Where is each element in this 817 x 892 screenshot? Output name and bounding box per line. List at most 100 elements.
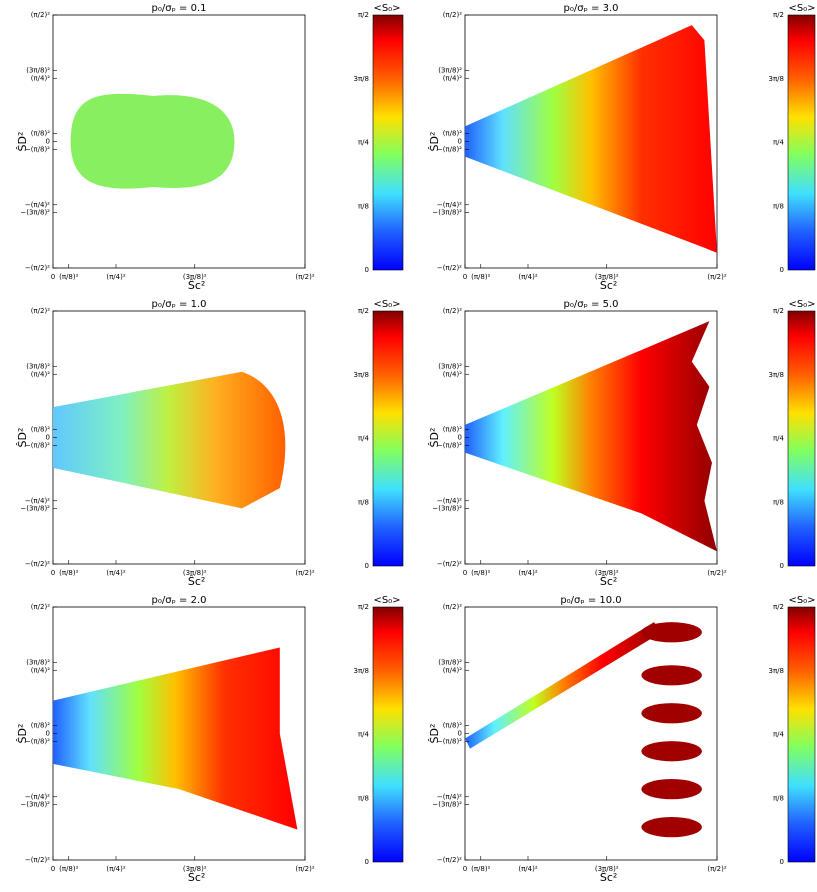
panel-title: p₀/σₚ = 3.0 <box>564 3 619 14</box>
point-cloud <box>53 647 298 830</box>
panel-title: p₀/σₚ = 5.0 <box>564 299 619 310</box>
colorbar-tick-label: π/4 <box>358 435 370 443</box>
colorbar <box>372 606 404 863</box>
x-tick-label: (π/4)² <box>106 865 125 873</box>
y-tick-label: (3π/8)² <box>26 658 50 666</box>
colorbar <box>787 310 816 567</box>
y-tick-label: −(π/2)² <box>25 560 50 568</box>
x-tick-label: (π/8)² <box>471 569 490 577</box>
y-tick-label: 0 <box>46 434 50 442</box>
x-tick-label: 0 <box>463 569 467 577</box>
y-axis-label: ŜD² <box>428 428 441 448</box>
colorbar <box>372 14 404 271</box>
y-tick-label: (π/8)² <box>31 722 50 730</box>
x-axis-label: Ŝc² <box>188 575 205 588</box>
point-cloud <box>641 779 702 800</box>
y-tick-label: −(π/4)² <box>25 497 50 505</box>
x-tick-label: (π/2)² <box>295 273 314 281</box>
y-tick-label: −(π/8)² <box>437 737 462 745</box>
x-tick-label: (3π/8)² <box>183 865 207 873</box>
x-tick-label: (3π/8)² <box>183 273 207 281</box>
y-axis-label: ŜD² <box>428 724 441 744</box>
y-axis-label: ŜD² <box>428 132 441 152</box>
y-tick-label: (3π/8)² <box>438 658 462 666</box>
y-tick-label: (π/8)² <box>443 722 462 730</box>
x-tick-label: (π/2)² <box>707 569 726 577</box>
colorbar-tick-label: π/8 <box>358 498 369 506</box>
y-tick-label: (3π/8)² <box>438 66 462 74</box>
y-tick-label: −(π/2)² <box>25 264 50 272</box>
y-tick-label: (π/8)² <box>31 130 50 138</box>
y-tick-label: 0 <box>458 138 462 146</box>
colorbar-title: <S₀> <box>373 3 400 14</box>
y-tick-label: (π/2)² <box>443 11 462 19</box>
y-tick-label: −(π/4)² <box>25 793 50 801</box>
x-tick-label: 0 <box>463 865 467 873</box>
x-axis-label: Ŝc² <box>600 279 617 292</box>
colorbar-tick-label: π/8 <box>358 794 369 802</box>
colorbar-tick-label: 0 <box>365 562 369 570</box>
y-tick-label: −(π/4)² <box>25 201 50 209</box>
x-axis-label: Ŝc² <box>600 575 617 588</box>
y-tick-label: (3π/8)² <box>26 66 50 74</box>
y-tick-label: −(3π/8)² <box>20 505 50 513</box>
x-tick-label: (π/4)² <box>518 273 537 281</box>
y-tick-label: (π/2)² <box>31 307 50 315</box>
colorbar-tick-label: π/2 <box>773 11 784 19</box>
y-tick-label: −(3π/8)² <box>432 209 462 217</box>
y-tick-label: −(3π/8)² <box>432 801 462 809</box>
colorbar-tick-label: π/2 <box>358 307 369 315</box>
colorbar-tick-label: 3π/8 <box>354 75 369 83</box>
y-axis-label: ŜD² <box>16 428 29 448</box>
y-tick-label: (π/4)² <box>31 370 50 378</box>
y-tick-label: −(π/2)² <box>437 264 462 272</box>
point-cloud <box>641 816 702 838</box>
x-tick-label: (π/4)² <box>106 569 125 577</box>
x-tick-label: (3π/8)² <box>595 569 619 577</box>
colorbar-tick-label: 3π/8 <box>354 371 369 379</box>
y-tick-label: 0 <box>46 138 50 146</box>
colorbar-tick-label: 3π/8 <box>769 667 784 675</box>
colorbar-title: <S₀> <box>373 595 400 606</box>
y-tick-label: −(π/8)² <box>25 737 50 745</box>
x-tick-label: (π/8)² <box>471 273 490 281</box>
point-cloud <box>53 371 286 509</box>
colorbar-tick-label: π/4 <box>773 435 785 443</box>
colorbar-tick-label: π/8 <box>773 202 784 210</box>
y-tick-label: −(π/4)² <box>437 497 462 505</box>
y-tick-label: −(π/2)² <box>25 856 50 864</box>
y-tick-label: (π/4)² <box>443 666 462 674</box>
x-tick-label: (3π/8)² <box>183 569 207 577</box>
colorbar-title: <S₀> <box>373 299 400 310</box>
colorbar-tick-label: 3π/8 <box>769 75 784 83</box>
colorbar-tick-label: π/8 <box>773 498 784 506</box>
colorbar <box>787 606 816 863</box>
point-cloud <box>465 321 717 552</box>
colorbar-tick-label: π/4 <box>358 731 370 739</box>
colorbar-tick-label: π/2 <box>773 603 784 611</box>
y-tick-label: (π/8)² <box>31 426 50 434</box>
y-tick-label: −(3π/8)² <box>20 209 50 217</box>
point-cloud <box>641 665 702 686</box>
y-tick-label: −(π/8)² <box>25 145 50 153</box>
x-tick-label: (π/4)² <box>106 273 125 281</box>
point-cloud <box>70 93 235 189</box>
x-tick-label: 0 <box>51 273 55 281</box>
colorbar-tick-label: 0 <box>780 562 784 570</box>
x-tick-label: (3π/8)² <box>595 273 619 281</box>
x-tick-label: (π/2)² <box>707 865 726 873</box>
y-axis-label: ŜD² <box>16 132 29 152</box>
x-tick-label: (3π/8)² <box>595 865 619 873</box>
y-tick-label: −(π/4)² <box>437 201 462 209</box>
y-tick-label: (3π/8)² <box>26 362 50 370</box>
colorbar-tick-label: π/2 <box>358 11 369 19</box>
x-tick-label: (π/8)² <box>59 865 78 873</box>
y-tick-label: 0 <box>458 730 462 738</box>
point-cloud <box>641 703 702 724</box>
panel: p₀/σₚ = 3.0 Ŝc² ŜD² 0 (π/8)² (π/4)² (3π/8)² (π/… <box>428 3 816 292</box>
